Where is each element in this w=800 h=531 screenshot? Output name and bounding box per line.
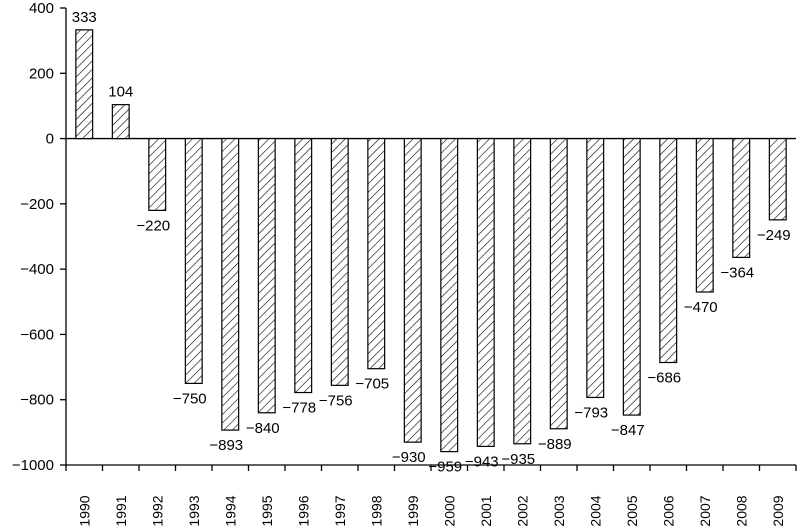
- y-tick-label: −1000: [12, 457, 54, 474]
- y-tick-label: −400: [20, 261, 54, 278]
- data-label-1998: −705: [355, 376, 389, 393]
- data-label-1996: −778: [282, 400, 316, 417]
- x-tick-label-1994: 1994: [222, 495, 238, 526]
- bar-2000: [440, 137, 459, 453]
- bar-2006: [659, 137, 678, 364]
- data-label-2004: −793: [574, 404, 608, 421]
- data-label-2003: −889: [538, 436, 572, 453]
- bar-1999: [403, 137, 422, 443]
- data-label-1994: −893: [209, 437, 243, 454]
- data-label-1999: −930: [392, 449, 426, 466]
- x-tick-label-1995: 1995: [259, 495, 275, 526]
- data-label-2000: −959: [428, 459, 462, 476]
- bar-2004: [586, 137, 605, 399]
- x-tick-label-2007: 2007: [697, 495, 713, 526]
- bar-1994: [221, 137, 240, 431]
- x-tick-label-2009: 2009: [770, 495, 786, 526]
- y-tick-label: −600: [20, 326, 54, 343]
- x-tick-label-1996: 1996: [295, 495, 311, 526]
- data-label-1995: −840: [246, 420, 280, 437]
- y-tick-label: 0: [46, 131, 54, 148]
- bar-2007: [695, 137, 714, 293]
- bar-1996: [294, 137, 313, 394]
- y-tick-label: 200: [29, 65, 54, 82]
- y-tick-label: −200: [20, 196, 54, 213]
- data-label-2008: −364: [720, 264, 754, 281]
- x-tick-label-2003: 2003: [551, 495, 567, 526]
- bars-layer: [75, 29, 787, 453]
- x-tick-label-2006: 2006: [660, 495, 676, 526]
- x-tick-label-2008: 2008: [733, 495, 749, 526]
- x-tick-label-2000: 2000: [441, 495, 457, 526]
- bar-1995: [257, 137, 276, 414]
- x-tick-label-1997: 1997: [332, 495, 348, 526]
- x-tick-label-2002: 2002: [514, 495, 530, 526]
- x-tick-label-2001: 2001: [478, 495, 494, 526]
- bar-1997: [330, 137, 349, 386]
- y-tick-label: −800: [20, 392, 54, 409]
- x-tick-label-1998: 1998: [368, 495, 384, 526]
- x-tick-label-2004: 2004: [587, 495, 603, 526]
- data-label-2001: −943: [465, 453, 499, 470]
- x-tick-label-1999: 1999: [405, 495, 421, 526]
- data-label-2006: −686: [647, 370, 681, 387]
- x-tick-label-1991: 1991: [113, 495, 129, 526]
- data-label-2005: −847: [611, 422, 645, 439]
- data-label-2002: −935: [501, 451, 535, 468]
- x-tick-label-1990: 1990: [76, 495, 92, 526]
- x-tick-label-1993: 1993: [186, 495, 202, 526]
- bar-1991: [111, 104, 130, 140]
- axes-layer: [60, 7, 797, 471]
- data-label-1990: 333: [72, 9, 97, 26]
- data-label-2007: −470: [684, 299, 718, 316]
- x-tick-label-1992: 1992: [149, 495, 165, 526]
- data-label-1992: −220: [136, 217, 170, 234]
- bar-1993: [184, 137, 203, 384]
- bar-2005: [622, 137, 641, 416]
- data-label-1993: −750: [173, 390, 207, 407]
- bar-2008: [732, 137, 751, 258]
- data-label-1997: −756: [319, 392, 353, 409]
- bar-2009: [768, 137, 787, 221]
- bar-2001: [476, 137, 495, 447]
- data-label-2009: −249: [757, 227, 791, 244]
- bar-1990: [75, 29, 94, 140]
- x-tick-label-2005: 2005: [624, 495, 640, 526]
- data-label-1991: 104: [108, 84, 133, 101]
- bar-1998: [367, 137, 386, 370]
- bar-2002: [513, 137, 532, 445]
- bar-2003: [549, 137, 568, 430]
- bar-1992: [148, 137, 167, 211]
- y-tick-label: 400: [29, 0, 54, 17]
